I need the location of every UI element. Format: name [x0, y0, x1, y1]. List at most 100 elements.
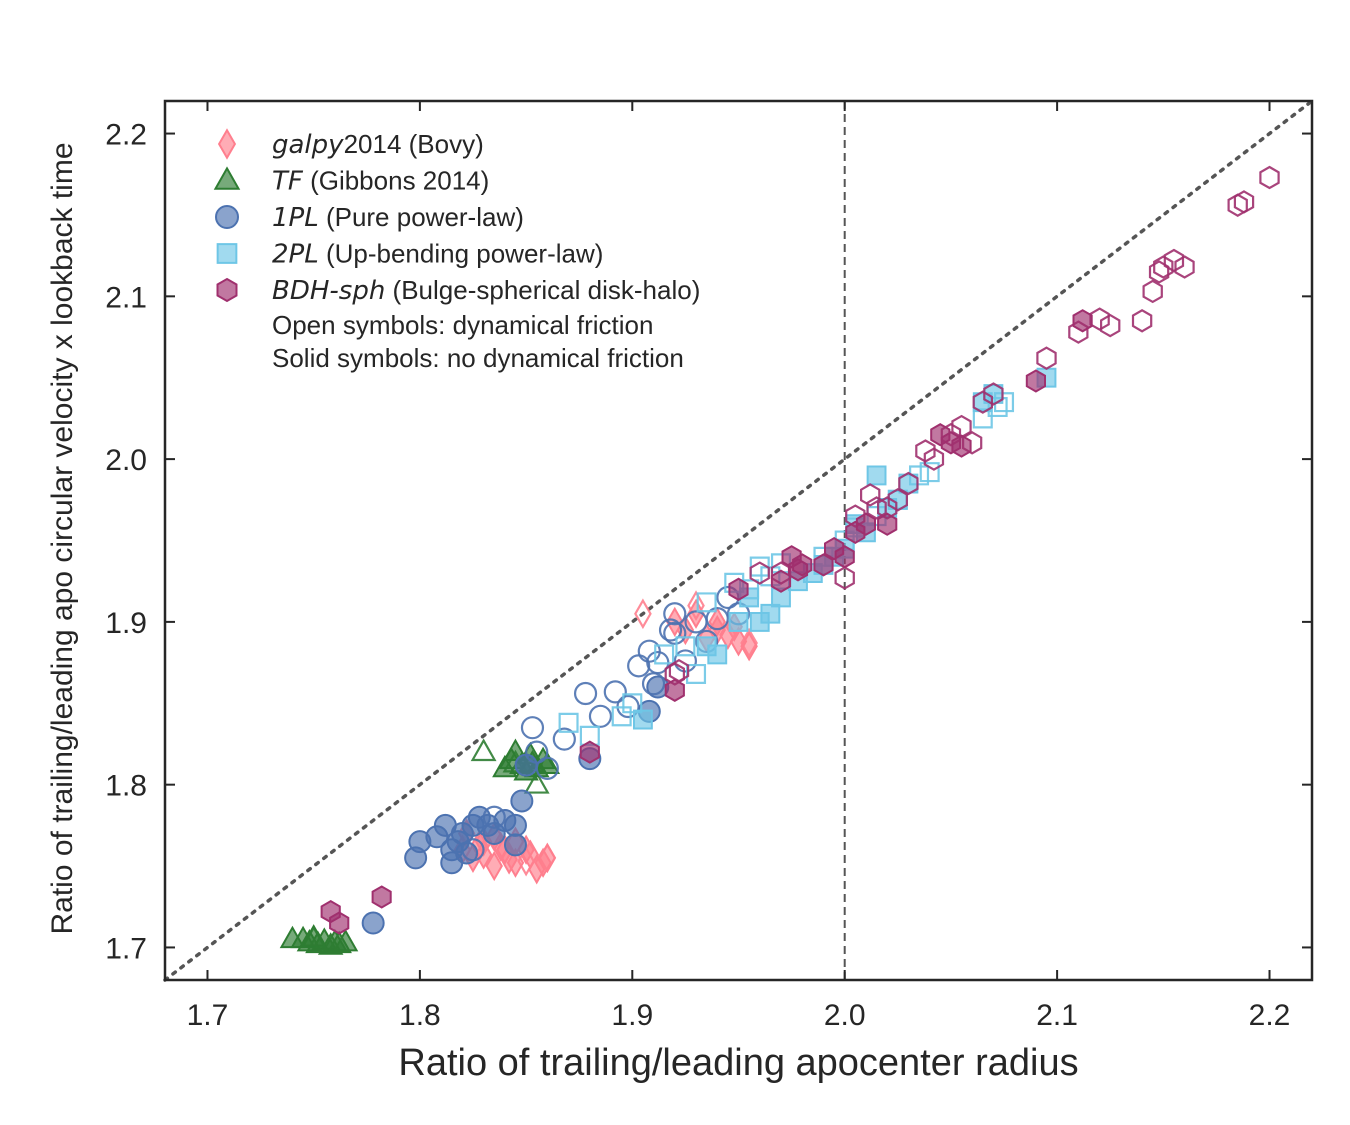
- legend-label-pl1: 1PL (Pure power-law): [272, 202, 524, 233]
- bdh-open-point: [770, 561, 792, 585]
- pl2-open-point: [675, 636, 696, 657]
- tf-open-point: [523, 770, 550, 794]
- pl2-open-point: [972, 408, 993, 429]
- tf-open-point: [300, 925, 327, 949]
- galpy-solid-point: [740, 631, 758, 662]
- one-to-one-line: [163, 99, 1314, 982]
- legend-label-pl2: 2PL (Up-bending power-law): [272, 239, 603, 270]
- pl2-solid-point: [728, 611, 749, 632]
- pl2-open-point: [622, 693, 643, 714]
- pl1-open-point: [482, 805, 506, 829]
- galpy-open-point: [740, 627, 758, 659]
- pl1-solid-point: [361, 911, 385, 935]
- bdh-open-point: [1089, 307, 1110, 331]
- pl2-open-point: [993, 392, 1015, 413]
- pl2-open-point: [579, 725, 600, 746]
- bdh-solid-point: [664, 678, 685, 702]
- legend-label-italic: TF: [272, 167, 304, 197]
- bdh-open-point: [860, 483, 881, 507]
- legend-label-italic: BDH-sph: [272, 276, 385, 306]
- plot-frame: [163, 99, 1314, 982]
- legend-label-rest: (Pure power-law): [319, 202, 524, 232]
- bdh-solid-point: [1072, 309, 1093, 333]
- bdh-solid-point: [728, 577, 749, 601]
- pl1-open-point: [603, 680, 627, 704]
- bdh-solid-point: [855, 512, 876, 536]
- pl1-solid-point: [503, 813, 527, 837]
- legend-label-italic: 2PL: [272, 240, 319, 270]
- bdh-open-point: [940, 422, 962, 447]
- legend-marker-pl2: [216, 243, 238, 264]
- bdh-open-point: [845, 504, 866, 528]
- pl2-open-point: [696, 592, 717, 613]
- series-bdh: [320, 165, 1280, 935]
- x-tick-label: 2.1: [1036, 999, 1078, 1032]
- pl1-open-point: [658, 618, 683, 642]
- legend-marker-bdh: [216, 277, 238, 303]
- bdh-open-point: [664, 662, 685, 686]
- bdh-open-point: [1068, 320, 1089, 344]
- y-tick-label: 2.2: [105, 119, 147, 152]
- galpy-solid-point: [485, 850, 503, 882]
- bdh-open-point: [1174, 255, 1195, 279]
- bdh-open-point: [1153, 255, 1174, 279]
- y-tick-label: 2.1: [105, 281, 147, 314]
- bdh-open-point: [1100, 313, 1121, 338]
- bdh-open-point: [983, 382, 1004, 406]
- y-tick-label: 2.0: [105, 444, 147, 477]
- bdh-open-point: [877, 496, 898, 520]
- bdh-open-point: [1227, 193, 1248, 217]
- y-axis-label: Ratio of trailing/leading apo circular v…: [46, 142, 79, 934]
- legend: galpy2014 (Bovy) TF (Gibbons 2014) 1PL (Pu…: [213, 128, 700, 373]
- pl1-open-point: [663, 602, 687, 626]
- bdh-open-point: [951, 414, 972, 439]
- bdh-solid-point: [834, 545, 855, 569]
- bdh-solid-point: [877, 512, 898, 536]
- bdh-open-point: [898, 471, 919, 496]
- legend-label-galpy: galpy2014 (Bovy): [272, 129, 484, 160]
- y-tick-label: 1.8: [105, 770, 147, 803]
- legend-label-rest: (Bulge-spherical disk-halo): [385, 275, 700, 305]
- bdh-solid-point: [579, 740, 600, 764]
- legend-marker-pl1: [215, 205, 239, 229]
- pl1-open-point: [673, 649, 697, 673]
- legend-label-rest: 2014 (Bovy): [344, 129, 484, 159]
- bdh-open-point: [923, 447, 945, 471]
- bdh-open-point: [1233, 190, 1255, 214]
- tf-solid-point: [332, 928, 359, 952]
- x-tick-label: 2.2: [1249, 999, 1291, 1032]
- pl1-open-point: [535, 756, 559, 780]
- bdh-solid-point: [770, 569, 792, 593]
- legend-marker-galpy: [217, 128, 237, 160]
- galpy-open-point: [538, 842, 557, 874]
- pl1-open-point: [663, 621, 687, 645]
- x-tick-label: 1.9: [611, 999, 653, 1032]
- galpy-open-point: [634, 598, 652, 630]
- bdh-open-point: [1142, 279, 1163, 304]
- bdh-solid-point: [329, 911, 350, 935]
- reference-lines: [163, 99, 1314, 982]
- pl1-open-point: [627, 654, 651, 678]
- bdh-open-point: [1131, 309, 1153, 333]
- bdh-solid-point: [951, 434, 972, 458]
- x-tick-label: 2.0: [824, 999, 866, 1032]
- legend-note: Open symbols: dynamical friction: [272, 310, 653, 340]
- galpy-open-point: [687, 590, 705, 621]
- pl1-solid-point: [514, 753, 538, 777]
- legend-label-rest: (Up-bending power-law): [319, 239, 604, 269]
- pl2-solid-point: [866, 465, 887, 486]
- bdh-open-point: [668, 658, 690, 683]
- legend-label-italic: 1PL: [272, 203, 319, 233]
- pl2-open-point: [558, 712, 579, 733]
- pl1-open-point: [520, 716, 545, 740]
- bdh-open-point: [887, 488, 908, 512]
- pl1-open-point: [461, 838, 485, 862]
- pl1-open-point: [588, 704, 613, 728]
- series-pl1: [361, 585, 751, 935]
- legend-marker-tf: [213, 166, 241, 190]
- bdh-open-point: [962, 431, 983, 455]
- pl2-open-point: [611, 706, 632, 727]
- bdh-open-point: [1259, 165, 1280, 190]
